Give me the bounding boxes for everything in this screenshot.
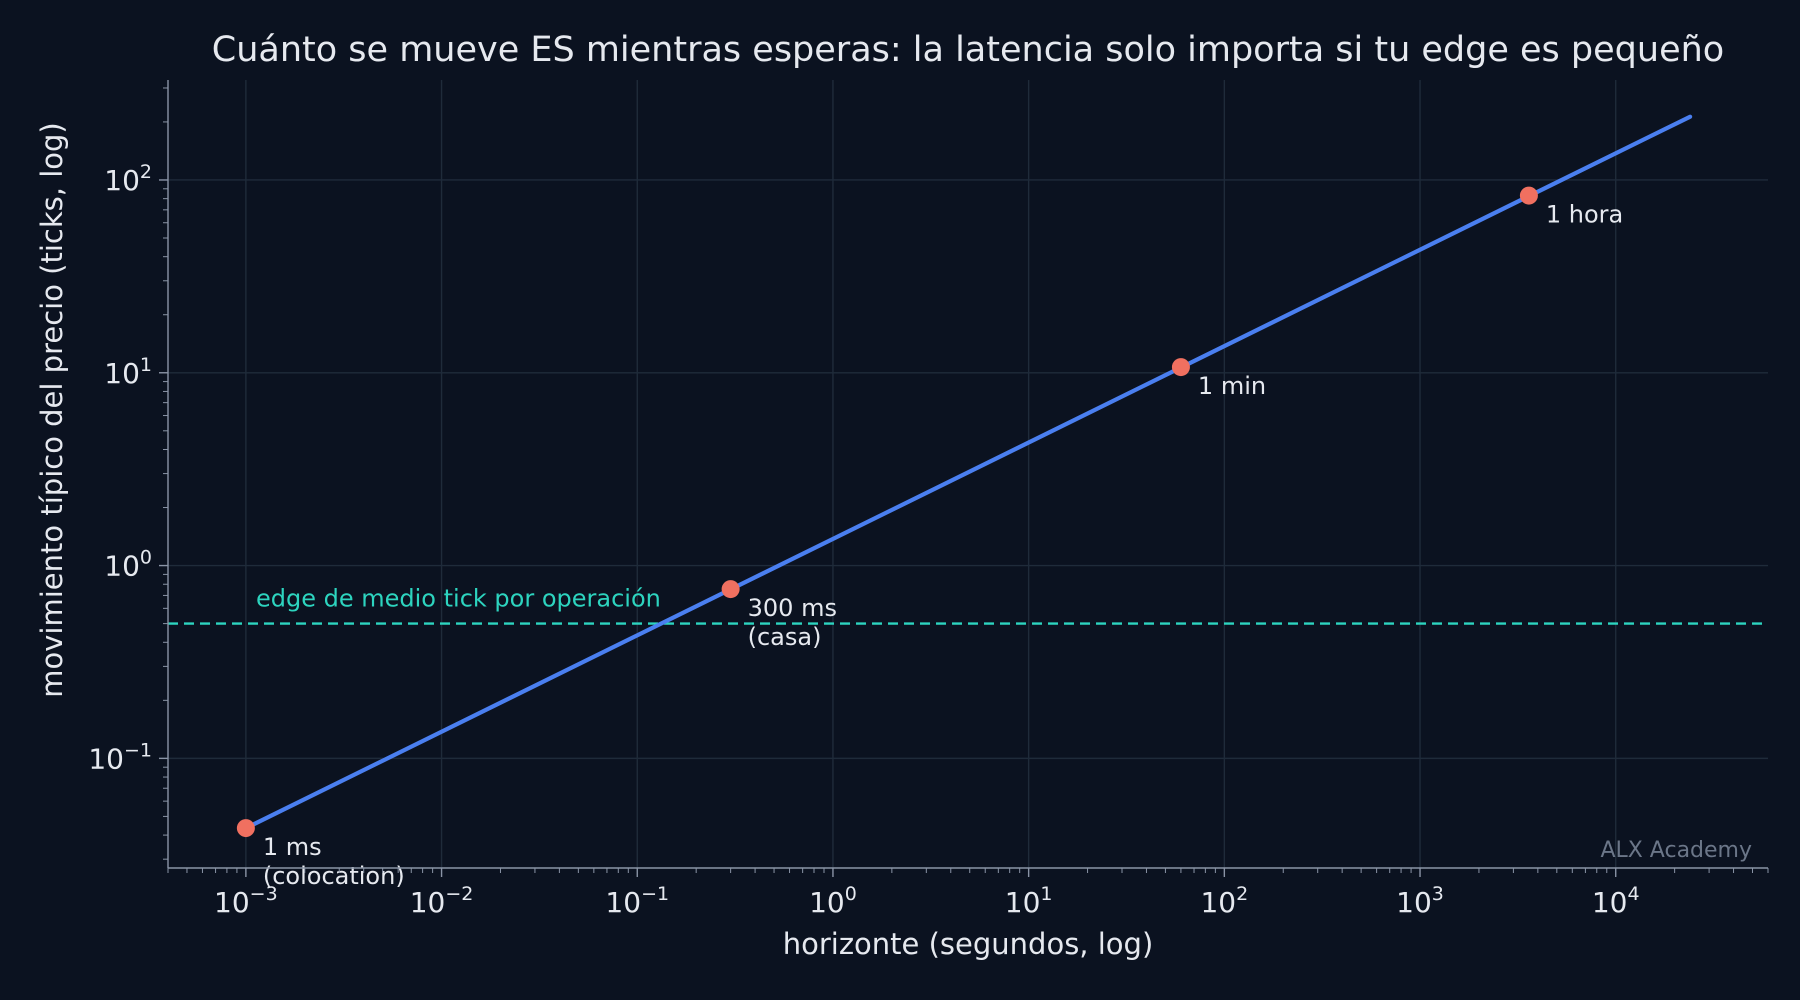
data-point-0 xyxy=(236,819,255,838)
point-label-0-0: 1 ms xyxy=(263,833,322,861)
x-tick-label-4: 101 xyxy=(1005,883,1053,919)
x-tick-label-5: 102 xyxy=(1200,883,1248,919)
grid xyxy=(168,80,1768,868)
axes xyxy=(159,80,1769,877)
y-tick-label-3: 102 xyxy=(104,161,152,197)
point-label-0-1: (colocation) xyxy=(263,862,405,890)
tick-labels: 10−3 10−2 10−1 100 101 102 103 104 10−1 100 101 102 xyxy=(88,161,1639,919)
x-tick-label-2: 10−1 xyxy=(605,883,669,919)
x-tick-label-3: 100 xyxy=(809,883,857,919)
chart-title: Cuánto se mueve ES mientras esperas: la … xyxy=(212,30,1724,70)
data-point-3 xyxy=(1519,186,1538,205)
x-tick-label-7: 104 xyxy=(1592,883,1640,919)
data-point-1 xyxy=(721,580,740,599)
series-line-0 xyxy=(243,114,1693,831)
watermark: ALX Academy xyxy=(1600,838,1752,863)
series-group xyxy=(243,114,1693,831)
y-axis-title: movimiento típico del precio (ticks, log… xyxy=(35,122,69,697)
y-tick-label-1: 100 xyxy=(104,547,152,583)
x-axis-title: horizonte (segundos, log) xyxy=(783,927,1154,961)
y-tick-label-2: 101 xyxy=(104,354,152,390)
x-tick-label-0: 10−3 xyxy=(214,883,278,919)
data-point-2 xyxy=(1171,358,1190,377)
point-label-1-0: 300 ms xyxy=(748,594,837,622)
x-tick-label-1: 10−2 xyxy=(410,883,474,919)
point-label-2-0: 1 min xyxy=(1198,372,1266,400)
y-tick-label-0: 10−1 xyxy=(88,739,152,775)
reference-line-label: edge de medio tick por operación xyxy=(256,585,661,613)
point-label-3-0: 1 hora xyxy=(1546,201,1623,229)
reference-line-group: edge de medio tick por operación xyxy=(168,585,1768,625)
point-label-1-1: (casa) xyxy=(748,623,822,651)
points-group: 1 ms(colocation) 300 ms(casa) 1 min 1 hora xyxy=(236,186,1623,890)
x-tick-label-6: 103 xyxy=(1396,883,1444,919)
